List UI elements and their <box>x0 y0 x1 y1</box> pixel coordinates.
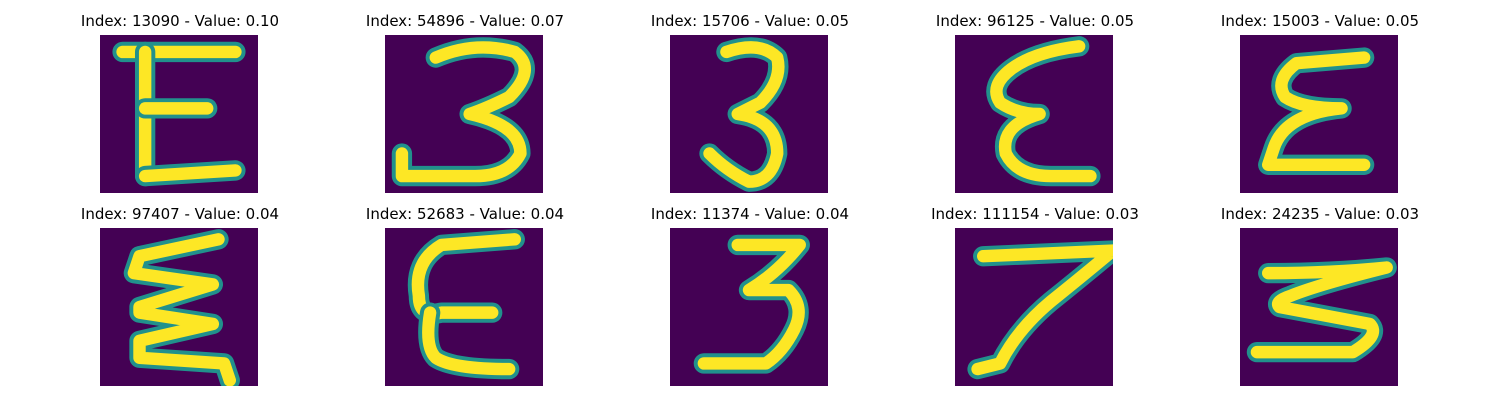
panel-title: Index: 96125 - Value: 0.05 <box>935 12 1135 30</box>
stroke-core <box>971 244 1113 376</box>
panel-title: Index: 15003 - Value: 0.05 <box>1220 12 1420 30</box>
panel-title: Index: 97407 - Value: 0.04 <box>80 205 280 223</box>
digit-glyph-5-rotated <box>1240 228 1398 386</box>
digit-glyph-zigzag <box>100 228 258 386</box>
stroke-core <box>395 41 531 183</box>
panel-title: Index: 54896 - Value: 0.07 <box>365 12 565 30</box>
stroke-core <box>1262 51 1371 171</box>
stroke-core <box>138 164 242 183</box>
stroke-core <box>127 233 236 386</box>
panel-3: Index: 15706 - Value: 0.05 <box>600 12 900 202</box>
digit-image <box>1240 228 1398 386</box>
digit-image <box>670 35 828 193</box>
panel-1: Index: 13090 - Value: 0.10 <box>30 12 330 202</box>
digit-image <box>385 35 543 193</box>
stroke-core <box>422 306 516 376</box>
digit-image <box>955 228 1113 386</box>
digit-image <box>955 35 1113 193</box>
digit-image <box>100 35 258 193</box>
panel-10: Index: 24235 - Value: 0.03 <box>1170 205 1470 395</box>
digit-image <box>385 228 543 386</box>
digit-image <box>100 228 258 386</box>
panel-title: Index: 15706 - Value: 0.05 <box>650 12 850 30</box>
panel-title: Index: 52683 - Value: 0.04 <box>365 205 565 223</box>
panel-title: Index: 24235 - Value: 0.03 <box>1220 205 1420 223</box>
panel-6: Index: 97407 - Value: 0.04 <box>30 205 330 395</box>
panel-9: Index: 111154 - Value: 0.03 <box>885 205 1185 395</box>
digit-glyph-E-round <box>385 228 543 386</box>
stroke-core <box>697 238 806 370</box>
digit-glyph-3-flat <box>670 228 828 386</box>
panel-5: Index: 15003 - Value: 0.05 <box>1170 12 1470 202</box>
digit-image <box>1240 35 1398 193</box>
digit-glyph-E-sharp <box>100 35 258 193</box>
digit-glyph-epsilon-bold <box>1240 35 1398 193</box>
digit-image <box>670 228 828 386</box>
digit-glyph-3-narrow <box>670 35 828 193</box>
stroke-core <box>990 40 1097 183</box>
stroke-core <box>1250 261 1393 359</box>
panel-2: Index: 54896 - Value: 0.07 <box>315 12 615 202</box>
panel-title: Index: 13090 - Value: 0.10 <box>80 12 280 30</box>
digit-glyph-epsilon <box>955 35 1113 193</box>
digit-glyph-3-wide <box>385 35 543 193</box>
panel-title: Index: 111154 - Value: 0.03 <box>931 205 1139 223</box>
panel-8: Index: 11374 - Value: 0.04 <box>600 205 900 395</box>
stroke-core <box>703 41 785 188</box>
digit-glyph-7 <box>955 228 1113 386</box>
panel-4: Index: 96125 - Value: 0.05 <box>885 12 1185 202</box>
panel-7: Index: 52683 - Value: 0.04 <box>315 205 615 395</box>
panel-title: Index: 11374 - Value: 0.04 <box>650 205 850 223</box>
